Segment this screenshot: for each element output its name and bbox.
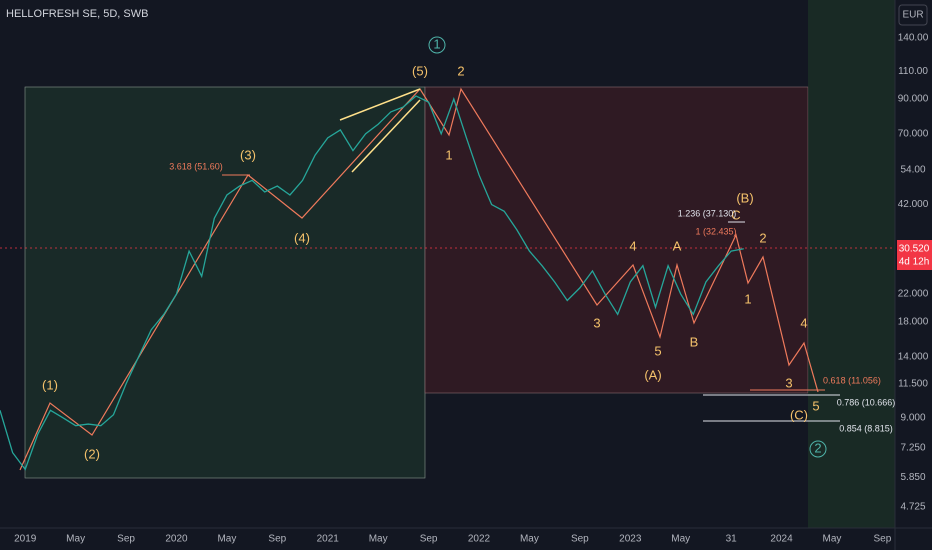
price-line-series	[0, 95, 744, 471]
wave-box-red	[424, 86, 809, 394]
fib-label: 1.236 (37.130)	[678, 208, 737, 218]
wave-box-green	[24, 86, 426, 479]
wave-circle	[428, 36, 446, 54]
projection-zone	[808, 0, 895, 528]
wave-circle	[809, 440, 827, 458]
y-tick-label: 42.000	[898, 199, 929, 210]
wave-label: B	[690, 334, 699, 349]
fib-label: 0.854 (8.815)	[839, 423, 893, 433]
wave-label: 2	[814, 440, 821, 455]
x-tick-label: May	[671, 534, 690, 545]
wave-label: (1)	[42, 377, 58, 392]
y-tick-label: 14.000	[898, 351, 929, 362]
wave-label: (5)	[412, 63, 428, 78]
y-tick-label: 18.000	[898, 316, 929, 327]
fib-label: 1 (32.435)	[695, 226, 736, 236]
wave-label: (3)	[240, 147, 256, 162]
x-tick-label: May	[66, 534, 85, 545]
y-tick-label: 140.00	[898, 32, 929, 43]
x-tick-label: Sep	[117, 534, 135, 545]
x-tick-label: 2022	[468, 534, 491, 545]
fib-label: 0.618 (11.056)	[823, 375, 881, 385]
wave-label: (B)	[736, 190, 753, 205]
wave-label: 1	[445, 147, 452, 162]
wave-label: 3	[593, 315, 600, 330]
price-tag	[897, 240, 932, 270]
wave-label: (C)	[790, 407, 808, 422]
x-tick-label: 31	[726, 534, 738, 545]
x-tick-label: 2021	[317, 534, 340, 545]
y-tick-label: 110.00	[898, 66, 928, 77]
x-tick-label: May	[520, 534, 539, 545]
fib-label: 0.786 (10.666)	[837, 397, 896, 407]
price-label: 30.520	[899, 244, 930, 255]
wave-label: (4)	[294, 230, 310, 245]
y-tick-label: 70.000	[898, 128, 929, 139]
y-tick-label: 54.00	[900, 164, 925, 175]
x-tick-label: May	[217, 534, 236, 545]
x-tick-label: 2019	[14, 534, 37, 545]
x-tick-label: 2020	[165, 534, 188, 545]
y-tick-label: 22.000	[898, 289, 929, 300]
chart-title: HELLOFRESH SE, 5D, SWB	[6, 8, 148, 20]
wave-label: 4	[800, 315, 807, 330]
wave-label: 2	[457, 63, 464, 78]
wave-label: A	[673, 238, 682, 253]
x-tick-label: Sep	[571, 534, 589, 545]
y-tick-label: 9.000	[900, 412, 925, 423]
wave-label: 2	[759, 230, 766, 245]
x-tick-label: May	[369, 534, 388, 545]
x-tick-label: 2023	[619, 534, 642, 545]
wave-label: 1	[433, 36, 440, 51]
wave-label: 1	[744, 291, 751, 306]
x-tick-label: Sep	[873, 534, 891, 545]
wave-label: 5	[654, 343, 661, 358]
y-tick-label: 5.850	[900, 472, 925, 483]
wave-label: (A)	[644, 367, 661, 382]
wave-label: (2)	[84, 446, 100, 461]
x-tick-label: Sep	[420, 534, 438, 545]
x-tick-label: 2024	[770, 534, 793, 545]
wedge-line	[351, 99, 421, 173]
y-tick-label: 7.250	[900, 442, 925, 453]
y-tick-label: 90.000	[898, 94, 929, 105]
wave-label: 4	[629, 238, 636, 253]
fib-label: 3.618 (51.60)	[169, 161, 223, 171]
wave-label: C	[731, 207, 740, 222]
y-tick-label: 4.725	[900, 502, 925, 513]
x-tick-label: May	[823, 534, 842, 545]
currency: EUR	[902, 10, 923, 21]
x-tick-label: Sep	[268, 534, 286, 545]
countdown: 4d 12h	[899, 257, 930, 268]
currency-box	[898, 4, 928, 26]
wedge-line	[339, 88, 421, 121]
wave-label: 3	[785, 375, 792, 390]
y-tick-label: 11.500	[898, 378, 928, 389]
wave-label: 5	[812, 398, 819, 413]
